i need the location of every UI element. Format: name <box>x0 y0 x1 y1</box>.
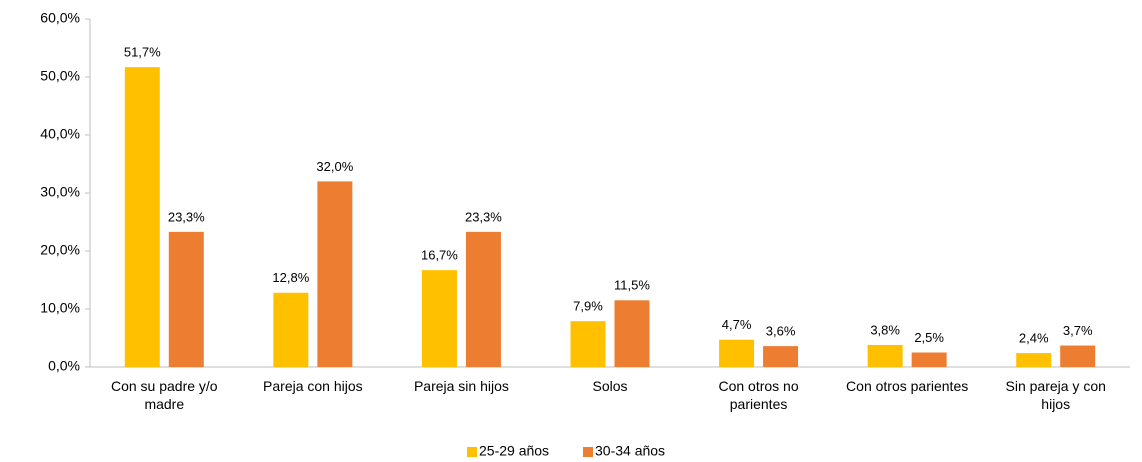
x-tick-label: Con su padre y/o madre <box>110 378 218 412</box>
data-label: 11,5% <box>614 278 650 293</box>
y-tick-label: 50,0% <box>40 68 80 84</box>
bar <box>867 344 903 367</box>
x-tick-label: Sin pareja y con hijos <box>1005 378 1106 412</box>
bar <box>614 300 650 367</box>
data-label: 3,6% <box>766 324 796 339</box>
y-tick-label: 20,0% <box>40 242 80 258</box>
data-label: 16,7% <box>421 248 458 263</box>
legend-label: 25-29 años <box>479 443 549 459</box>
data-label: 3,7% <box>1063 323 1093 338</box>
y-tick-label: 60,0% <box>40 10 80 26</box>
data-label: 23,3% <box>465 209 502 224</box>
bar <box>570 321 606 367</box>
y-tick-label: 30,0% <box>40 184 80 200</box>
bar <box>911 352 947 367</box>
bar <box>719 339 755 367</box>
bar <box>465 231 501 367</box>
x-tick-label: Con otros no parientes <box>718 378 799 412</box>
bar <box>1016 353 1052 367</box>
bar <box>421 270 457 367</box>
data-label: 32,0% <box>316 159 353 174</box>
y-tick-label: 10,0% <box>40 300 80 316</box>
legend-swatch <box>467 447 477 457</box>
bar <box>168 231 204 367</box>
data-label: 51,7% <box>124 45 161 60</box>
y-tick-label: 0,0% <box>48 358 80 374</box>
data-label: 2,5% <box>914 330 944 345</box>
x-tick-label: Solos <box>592 378 628 394</box>
bar <box>317 181 353 367</box>
data-label: 23,3% <box>168 209 205 224</box>
bar <box>763 346 799 367</box>
bar <box>273 292 309 367</box>
bar <box>124 67 160 367</box>
x-tick-label: Con otros parientes <box>846 378 969 394</box>
data-label: 4,7% <box>722 317 752 332</box>
x-tick-label: Pareja con hijos <box>263 378 363 394</box>
data-label: 2,4% <box>1019 331 1049 346</box>
legend-swatch <box>583 447 593 457</box>
bar <box>1060 345 1096 367</box>
y-tick-label: 40,0% <box>40 126 80 142</box>
data-label: 12,8% <box>272 270 309 285</box>
legend-label: 30-34 años <box>595 443 665 459</box>
x-tick-label: Pareja sin hijos <box>413 378 509 394</box>
data-label: 3,8% <box>870 322 900 337</box>
data-label: 7,9% <box>573 299 603 314</box>
